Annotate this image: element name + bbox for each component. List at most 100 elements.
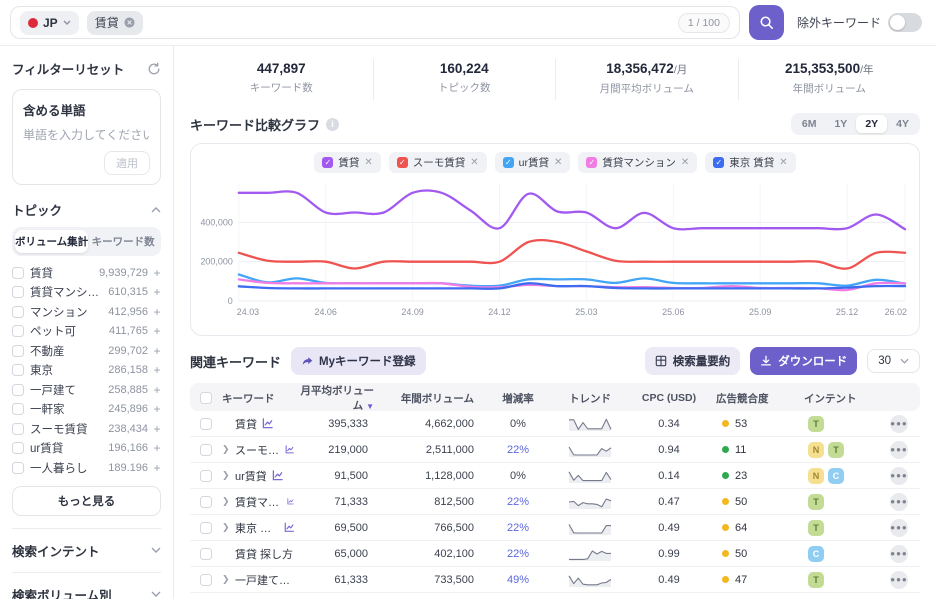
include-words-input[interactable] (23, 128, 150, 142)
legend-chip[interactable]: ✓スーモ賃貸✕ (389, 152, 487, 173)
topic-checkbox[interactable] (12, 325, 24, 337)
country-selector[interactable]: JP (20, 11, 79, 35)
row-checkbox[interactable] (200, 574, 212, 586)
keyword-trend-link-icon[interactable] (287, 496, 294, 507)
topic-mode-tab[interactable]: ボリューム集計 (15, 230, 88, 253)
row-checkbox[interactable] (200, 418, 212, 430)
column-header-ad-competition[interactable]: 広告競合度 (706, 391, 794, 406)
apply-button[interactable]: 適用 (104, 151, 150, 175)
topic-checkbox[interactable] (12, 423, 24, 435)
sidebar-section-0[interactable]: 検索インテント (12, 528, 161, 572)
column-header-cpc[interactable]: CPC (USD) (632, 392, 706, 404)
range-tab-6M[interactable]: 6M (793, 115, 826, 133)
topic-add-button[interactable]: + (153, 344, 161, 358)
legend-chip[interactable]: ✓賃貸✕ (314, 152, 380, 173)
svg-text:26.02: 26.02 (885, 307, 907, 317)
column-header-yearly-volume[interactable]: 年間ボリューム (382, 391, 488, 406)
topic-mode-tab[interactable]: キーワード数 (88, 230, 158, 253)
exclude-keyword-toggle[interactable] (888, 13, 922, 32)
expand-chevron-icon[interactable]: ❯ (222, 522, 230, 533)
remove-series-icon[interactable]: ✕ (364, 157, 372, 168)
info-icon[interactable]: i (326, 118, 339, 131)
search-volume-summary-button[interactable]: 検索量要約 (645, 347, 741, 375)
topic-checkbox[interactable] (12, 306, 24, 318)
keyword-text[interactable]: 賃貸マンション (235, 494, 282, 510)
expand-chevron-icon[interactable]: ❯ (222, 470, 230, 481)
keyword-trend-link-icon[interactable] (262, 418, 273, 429)
select-all-checkbox[interactable] (200, 392, 212, 404)
keyword-text[interactable]: 東京 賃貸 (235, 520, 279, 536)
topic-add-button[interactable]: + (153, 383, 161, 397)
topic-add-button[interactable]: + (153, 324, 161, 338)
row-menu-button[interactable]: ●●● (890, 571, 908, 589)
topic-checkbox[interactable] (12, 364, 24, 376)
topic-checkbox[interactable] (12, 384, 24, 396)
topic-add-button[interactable]: + (153, 285, 161, 299)
expand-chevron-icon[interactable]: ❯ (222, 444, 230, 455)
download-button[interactable]: ダウンロード (750, 347, 857, 375)
column-header-trend[interactable]: トレンド (548, 391, 632, 406)
keyword-text[interactable]: 賃貸 探し方 (235, 546, 293, 562)
legend-chip[interactable]: ✓ur賃貸✕ (495, 152, 571, 173)
topic-add-button[interactable]: + (153, 402, 161, 416)
topic-label: 賃貸 (30, 265, 99, 281)
row-checkbox[interactable] (200, 548, 212, 560)
row-menu-button[interactable]: ●●● (890, 519, 908, 537)
row-menu-button[interactable]: ●●● (890, 467, 908, 485)
topic-add-button[interactable]: + (153, 266, 161, 280)
keyword-text[interactable]: 一戸建て賃貸 (235, 572, 294, 588)
row-checkbox[interactable] (200, 444, 212, 456)
topic-add-button[interactable]: + (153, 441, 161, 455)
sidebar-section-1[interactable]: 検索ボリューム別 (12, 572, 161, 600)
remove-series-icon[interactable]: ✕ (681, 157, 689, 168)
keyword-text[interactable]: スーモ賃貸 (235, 442, 280, 458)
filter-reset-label[interactable]: フィルターリセット (12, 59, 124, 78)
legend-chip[interactable]: ✓東京 賃貸✕ (705, 152, 795, 173)
row-menu-button[interactable]: ●●● (890, 545, 908, 563)
my-keyword-register-button[interactable]: Myキーワード登録 (291, 347, 425, 375)
chart-legend: ✓賃貸✕ ✓スーモ賃貸✕ ✓ur賃貸✕ ✓賃貸マンション✕ ✓東京 賃貸✕ (197, 152, 913, 173)
keyword-trend-link-icon[interactable] (285, 444, 294, 455)
column-header-intent[interactable]: インテント (794, 391, 878, 406)
page-size-select[interactable]: 30 (867, 349, 920, 373)
remove-series-icon[interactable]: ✕ (554, 157, 562, 168)
row-checkbox[interactable] (200, 496, 212, 508)
keyword-trend-link-icon[interactable] (284, 522, 294, 533)
topic-add-button[interactable]: + (153, 305, 161, 319)
remove-series-icon[interactable]: ✕ (470, 157, 478, 168)
row-checkbox[interactable] (200, 522, 212, 534)
keyword-text[interactable]: ur賃貸 (235, 468, 267, 484)
row-menu-button[interactable]: ●●● (890, 493, 908, 511)
legend-chip[interactable]: ✓賃貸マンション✕ (578, 152, 697, 173)
search-button[interactable] (749, 5, 784, 40)
show-more-button[interactable]: もっと見る (12, 486, 161, 516)
keyword-text[interactable]: 賃貸 (235, 416, 257, 432)
range-tab-4Y[interactable]: 4Y (887, 115, 918, 133)
topic-checkbox[interactable] (12, 286, 24, 298)
column-header-change-rate[interactable]: 増減率 (488, 391, 548, 406)
column-header-keyword[interactable]: キーワード (222, 391, 294, 406)
keyword-trend-link-icon[interactable] (272, 470, 283, 481)
range-tab-1Y[interactable]: 1Y (825, 115, 856, 133)
remove-series-icon[interactable]: ✕ (779, 157, 787, 168)
column-header-monthly-volume[interactable]: 月平均ボリューム ▼ (294, 383, 382, 413)
keyword-tag[interactable]: 賃貸 (87, 11, 143, 35)
search-input[interactable]: JP 賃貸 1 / 100 (10, 6, 740, 39)
topic-checkbox[interactable] (12, 345, 24, 357)
topic-add-button[interactable]: + (153, 461, 161, 475)
row-menu-button[interactable]: ●●● (890, 415, 908, 433)
row-menu-button[interactable]: ●●● (890, 441, 908, 459)
row-checkbox[interactable] (200, 470, 212, 482)
filter-reset-icon[interactable] (147, 62, 161, 76)
expand-chevron-icon[interactable]: ❯ (222, 574, 230, 585)
topic-checkbox[interactable] (12, 462, 24, 474)
topic-checkbox[interactable] (12, 442, 24, 454)
topic-add-button[interactable]: + (153, 422, 161, 436)
topic-checkbox[interactable] (12, 403, 24, 415)
topic-collapse-icon[interactable] (151, 207, 161, 213)
topic-checkbox[interactable] (12, 267, 24, 279)
topic-add-button[interactable]: + (153, 363, 161, 377)
expand-chevron-icon[interactable]: ❯ (222, 496, 230, 507)
range-tab-2Y[interactable]: 2Y (856, 115, 887, 133)
remove-tag-icon[interactable] (124, 17, 135, 28)
